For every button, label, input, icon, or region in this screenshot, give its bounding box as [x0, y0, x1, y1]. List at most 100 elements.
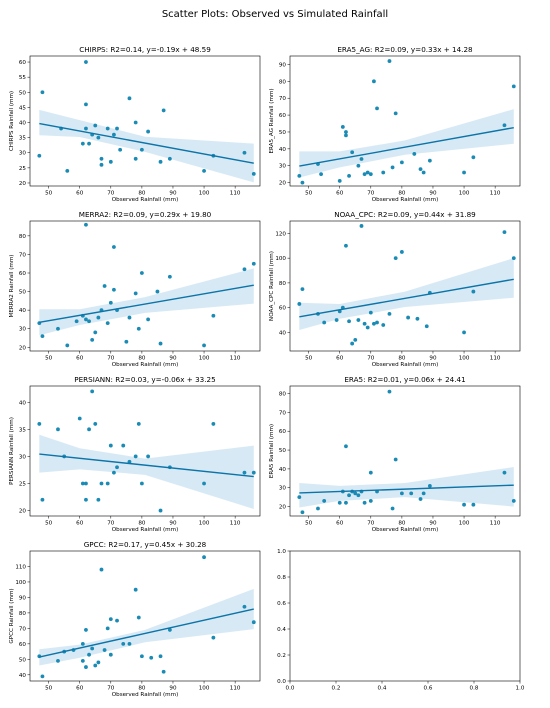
- data-point-29: [251, 470, 256, 475]
- data-point-6: [80, 481, 85, 486]
- y-tick-label-3: 30: [19, 151, 27, 157]
- data-point-2: [300, 510, 305, 515]
- y-tick-label-7: 80: [279, 392, 287, 398]
- data-point-14: [362, 500, 367, 505]
- y-tick-label-4: 50: [19, 290, 27, 296]
- data-point-2: [300, 287, 305, 291]
- y-tick-label-3: 40: [19, 308, 27, 314]
- x-tick-label-2: 60: [76, 191, 84, 197]
- subplot-title: GPCC: R2=0.17, y=0.45x + 30.28: [84, 540, 207, 549]
- data-point-16: [108, 300, 113, 305]
- data-point-18: [115, 126, 119, 131]
- data-point-26: [155, 289, 160, 294]
- y-tick-label-6: 90: [19, 595, 27, 601]
- confidence-band: [39, 434, 254, 509]
- y-tick-label-1: 20: [279, 181, 287, 187]
- data-point-8: [344, 133, 348, 138]
- data-point-20: [124, 339, 129, 344]
- data-point-12: [96, 497, 101, 502]
- x-tick-label-7: 110: [490, 521, 501, 527]
- data-point-23: [418, 497, 423, 501]
- x-tick-label-6: 100: [459, 356, 470, 362]
- data-point-1: [297, 495, 302, 500]
- data-point-22: [409, 491, 414, 496]
- x-tick-label-6: 100: [459, 521, 470, 527]
- data-point-8: [84, 481, 88, 486]
- data-point-7: [84, 222, 88, 227]
- data-point-11: [93, 330, 98, 335]
- x-tick-label-3: 70: [367, 191, 375, 197]
- data-point-25: [424, 324, 429, 329]
- y-tick-label-9: 60: [19, 60, 27, 66]
- data-point-24: [418, 167, 423, 172]
- x-axis-label: Observed Rainfall (mm): [372, 527, 439, 533]
- data-point-7: [344, 130, 348, 134]
- y-tick-label-3: 60: [19, 642, 27, 648]
- y-tick-label-8: 90: [279, 62, 287, 68]
- data-point-3: [56, 427, 60, 432]
- data-point-4: [322, 499, 327, 503]
- x-tick-label-5: 90: [169, 191, 177, 197]
- data-point-12: [96, 315, 101, 320]
- data-point-18: [387, 389, 392, 394]
- plot-frame: [289, 55, 521, 187]
- data-point-19: [390, 506, 395, 511]
- data-point-27: [211, 422, 216, 426]
- data-point-2: [40, 497, 45, 502]
- data-point-17: [115, 465, 119, 470]
- subplot-3: 50 60 70 80 90 100 110 20 30 40 50 60 70 80 MERRA2: R2…: [9, 210, 261, 368]
- subplot-5: 50 60 70 80 90 100 110 20 25 30 35 40 PERSIANN: R2=0…: [9, 375, 261, 533]
- y-tick-label-3: 30: [19, 454, 27, 460]
- y-tick-label-4: 50: [279, 130, 287, 136]
- y-tick-label-5: 0.8: [277, 575, 286, 581]
- data-point-6: [340, 125, 345, 129]
- x-tick-label-4: 80: [398, 191, 406, 197]
- y-axis-label: ERA5 Rainfall (mm): [269, 424, 275, 478]
- x-tick-label-7: 110: [230, 191, 241, 197]
- y-tick-label-1: 40: [279, 330, 287, 336]
- data-point-3: [56, 658, 60, 663]
- data-point-22: [399, 160, 404, 165]
- data-point-16: [112, 470, 116, 475]
- confidence-band: [299, 258, 514, 330]
- x-tick-label-2: 60: [336, 356, 344, 362]
- y-tick-label-2: 50: [19, 657, 27, 663]
- data-point-15: [105, 321, 110, 326]
- x-tick-label-6: 1.0: [516, 686, 525, 692]
- data-point-23: [406, 315, 411, 320]
- data-point-28: [471, 289, 476, 294]
- x-tick-label-1: 50: [305, 356, 313, 362]
- x-tick-label-6: 100: [199, 521, 210, 527]
- regression-line: [299, 126, 514, 167]
- data-point-27: [161, 669, 166, 674]
- y-tick-label-4: 50: [279, 448, 287, 454]
- data-point-25: [146, 317, 151, 322]
- x-tick-label-1: 50: [45, 356, 53, 362]
- plot-frame: [29, 385, 261, 517]
- x-tick-label-4: 80: [398, 521, 406, 527]
- data-point-8: [344, 500, 348, 505]
- data-point-22: [133, 291, 138, 296]
- y-tick-label-2: 25: [19, 166, 27, 172]
- data-point-9: [87, 427, 91, 432]
- x-axis-label: Observed Rainfall (mm): [112, 692, 179, 698]
- data-point-12: [93, 663, 98, 668]
- y-axis-label: MERRA2 Rainfall (mm): [9, 255, 15, 318]
- data-point-9: [347, 493, 351, 498]
- y-tick-label-5: 60: [19, 271, 27, 277]
- data-point-12: [96, 135, 101, 140]
- data-point-1: [297, 173, 302, 178]
- data-point-29: [511, 499, 516, 503]
- x-tick-label-3: 70: [367, 521, 375, 527]
- subplot-title: ERA5: R2=0.01, y=0.06x + 24.41: [344, 375, 465, 384]
- data-point-14: [102, 284, 107, 288]
- data-point-28: [242, 470, 247, 475]
- x-axis-label: Observed Rainfall (mm): [372, 197, 439, 203]
- x-tick-label-4: 0.6: [424, 686, 433, 692]
- y-tick-label-3: 80: [279, 281, 287, 287]
- x-tick-label-7: 110: [230, 356, 241, 362]
- y-axis-label: ERA5_AG Rainfall (mm): [269, 88, 275, 153]
- x-tick-label-4: 80: [138, 191, 146, 197]
- x-tick-label-6: 100: [199, 356, 210, 362]
- y-tick-label-1: 20: [19, 509, 27, 515]
